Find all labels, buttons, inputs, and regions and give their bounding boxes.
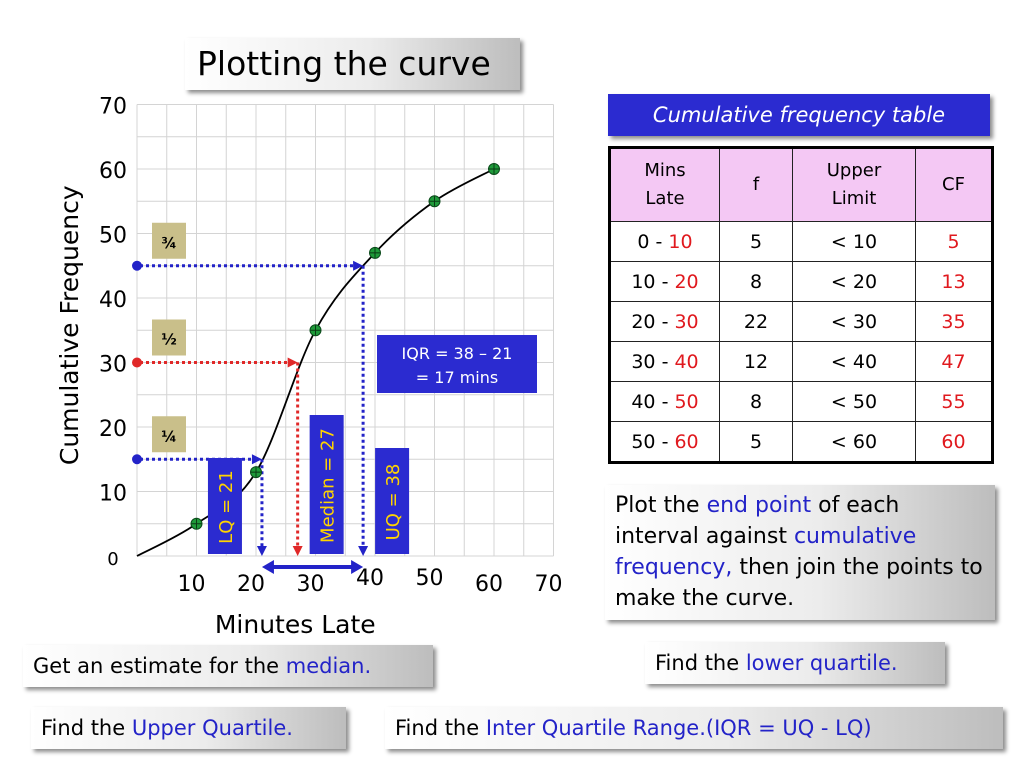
iqr-label-line1: IQR = 38 – 21 <box>402 344 513 363</box>
y-tick-label: 70 <box>99 95 127 120</box>
table-row: 20 - 30 22 < 30 35 <box>609 301 993 342</box>
cell-upper: < 10 <box>792 221 916 262</box>
arrow-head-median <box>292 546 303 556</box>
cell-cf: 60 <box>915 421 993 463</box>
label-lq: LQ = 21 <box>216 470 237 544</box>
cell-interval: 10 - 20 <box>609 261 720 302</box>
y-tick-label: 20 <box>99 417 127 442</box>
cell-f: 8 <box>719 381 793 422</box>
fraction-label-median: ½ <box>161 331 177 349</box>
table-row: 10 - 20 8 < 20 13 <box>609 261 993 302</box>
cell-upper: < 40 <box>792 341 916 382</box>
cell-upper: < 30 <box>792 301 916 342</box>
quartile-dot-lq <box>132 454 142 465</box>
fraction-box-median <box>152 319 186 356</box>
iqr-question: Find the Inter Quartile Range.(IQR = UQ … <box>385 707 1003 749</box>
y-tick-label: 40 <box>99 288 127 313</box>
cell-f: 5 <box>719 221 793 262</box>
arrow-head-lq <box>251 454 262 465</box>
fraction-label-uq: ¾ <box>161 234 177 252</box>
table-row: 0 - 10 5 < 10 5 <box>609 221 993 262</box>
cell-f: 5 <box>719 421 793 463</box>
table-row: 40 - 50 8 < 50 55 <box>609 381 993 422</box>
cell-cf: 47 <box>915 341 993 382</box>
table-title: Cumulative frequency table <box>608 94 990 136</box>
upper-quartile-question: Find the Upper Quartile. <box>31 707 346 749</box>
arrow-head-lq <box>256 546 267 556</box>
x-axis-label: Minutes Late <box>215 610 376 639</box>
cell-f: 12 <box>719 341 793 382</box>
cell-upper: < 60 <box>792 421 916 463</box>
cell-upper: < 20 <box>792 261 916 302</box>
label-box-median <box>309 415 344 554</box>
fraction-box-uq <box>152 222 186 259</box>
header-upper-limit: Upper Limit <box>792 147 916 222</box>
y-tick-label: 60 <box>99 159 127 184</box>
y-tick-label: 10 <box>99 482 127 507</box>
x-tick-label: 60 <box>475 572 503 597</box>
y-tick-label: 30 <box>99 353 127 378</box>
cell-interval: 0 - 10 <box>609 221 720 262</box>
arrow-head-uq <box>353 260 364 271</box>
arrow-head-uq <box>358 546 369 556</box>
iqr-arrow-right <box>351 560 364 574</box>
cumulative-frequency-table: Mins Late f Upper Limit CF 0 - 10 5 < 10 5… <box>608 146 994 464</box>
lower-quartile-question: Find the lower quartile. <box>645 642 945 684</box>
cell-interval: 50 - 60 <box>609 421 720 463</box>
x-tick-label: 70 <box>535 572 563 597</box>
cell-cf: 55 <box>915 381 993 422</box>
table-row: 30 - 40 12 < 40 47 <box>609 341 993 382</box>
y-tick-label: 0 <box>107 549 118 570</box>
x-tick-label: 30 <box>297 572 325 597</box>
label-box-uq <box>375 448 410 554</box>
x-tick-label: 10 <box>178 572 206 597</box>
header-mins-late: Mins Late <box>609 147 720 222</box>
fraction-label-lq: ¼ <box>161 427 177 445</box>
cell-interval: 20 - 30 <box>609 301 720 342</box>
plot-instruction: Plot the end point of each interval agai… <box>605 485 995 620</box>
y-tick-label: 50 <box>99 224 127 249</box>
label-uq: UQ = 38 <box>383 464 404 541</box>
cell-f: 8 <box>719 261 793 302</box>
iqr-arrow-left <box>261 560 274 574</box>
label-median: Median = 27 <box>318 428 339 543</box>
median-question: Get an estimate for the median. <box>23 645 433 687</box>
iqr-label-box <box>377 335 537 393</box>
cell-interval: 40 - 50 <box>609 381 720 422</box>
header-cf: CF <box>915 147 993 222</box>
quartile-dot-median <box>132 357 142 368</box>
label-box-lq <box>207 458 242 554</box>
cell-upper: < 50 <box>792 381 916 422</box>
table-row: 50 - 60 5 < 60 60 <box>609 421 993 463</box>
fraction-box-lq <box>152 416 186 453</box>
header-f: f <box>719 147 793 222</box>
quartile-dot-uq <box>132 260 142 271</box>
cell-cf: 13 <box>915 261 993 302</box>
x-tick-label: 40 <box>356 566 384 591</box>
y-axis-label: Cumulative Frequency <box>55 185 84 465</box>
arrow-head-median <box>287 357 298 368</box>
x-tick-label: 20 <box>237 572 265 597</box>
iqr-label-line2: = 17 mins <box>416 368 498 387</box>
x-tick-label: 50 <box>416 566 444 591</box>
table-header-row: Mins Late f Upper Limit CF <box>609 147 993 222</box>
page-title: Plotting the curve <box>185 38 520 90</box>
cell-cf: 35 <box>915 301 993 342</box>
